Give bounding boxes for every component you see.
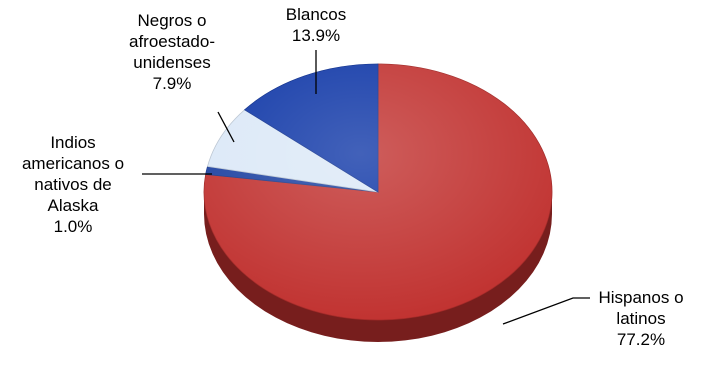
label-negros-value: 7.9% <box>152 74 192 93</box>
label-negros-line-3: unidenses <box>133 53 211 72</box>
label-blancos: Blancos 13.9% <box>262 4 370 46</box>
label-indios-line-2: americanos o <box>21 154 125 173</box>
label-indios-line-3: nativos de <box>34 175 112 194</box>
label-negros: Negros o afroestado- unidenses 7.9% <box>107 10 237 94</box>
label-indios-line-4: Alaska <box>47 196 99 215</box>
label-hispanos-line-2: latinos <box>616 309 666 328</box>
label-blancos-line-1: Blancos <box>285 5 347 24</box>
label-indios-line-1: Indios <box>50 133 96 152</box>
pie-side-0 <box>204 192 552 342</box>
pie-gloss <box>204 64 552 320</box>
label-negros-line-1: Negros o <box>137 11 207 30</box>
label-hispanos: Hispanos o latinos 77.2% <box>583 287 699 350</box>
label-hispanos-value: 77.2% <box>616 330 666 349</box>
label-blancos-value: 13.9% <box>291 26 341 45</box>
label-hispanos-line-1: Hispanos o <box>598 288 684 307</box>
leader-hispanos <box>502 297 590 325</box>
label-negros-line-2: afroestado- <box>129 32 215 51</box>
leader-negros <box>217 111 235 143</box>
label-indios-value: 1.0% <box>53 217 93 236</box>
label-indios: Indios americanos o nativos de Alaska 1.… <box>4 132 142 237</box>
